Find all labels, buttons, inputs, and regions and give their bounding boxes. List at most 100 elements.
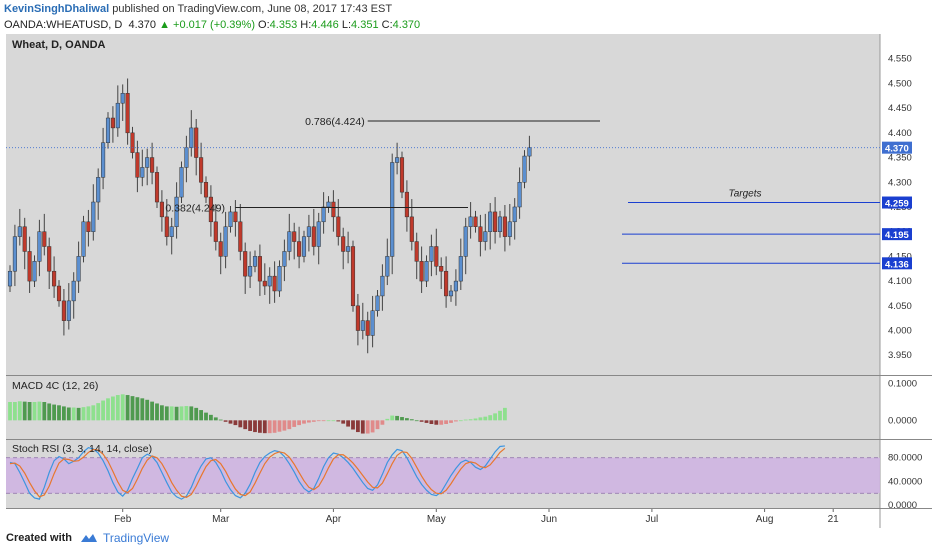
macd-bar — [160, 405, 164, 421]
macd-bar — [400, 417, 404, 421]
last-price: 4.370 — [128, 19, 157, 31]
candle — [47, 246, 52, 272]
candle — [140, 167, 145, 178]
candle — [120, 93, 125, 104]
macd-bar — [282, 420, 287, 431]
macd-bar — [228, 420, 233, 424]
candle — [66, 300, 71, 321]
macd-bar — [71, 407, 76, 421]
macd-bar — [302, 420, 306, 424]
candle — [507, 221, 512, 237]
candle — [321, 206, 326, 223]
macd-tick-label: 0.1000 — [888, 379, 917, 390]
macd-bar — [111, 396, 115, 421]
macd-bar — [253, 420, 257, 433]
candle — [282, 251, 287, 267]
macd-bar — [488, 415, 493, 421]
macd-bar — [32, 402, 37, 421]
macd-bar — [463, 419, 468, 421]
macd-bar — [478, 417, 483, 421]
price-tick-label: 4.050 — [888, 301, 912, 312]
candle — [56, 285, 62, 302]
candle — [488, 211, 493, 232]
candle — [360, 320, 365, 331]
macd-bar — [13, 402, 17, 421]
candle — [154, 172, 160, 203]
stoch-series-k — [9, 445, 505, 500]
macd-bar — [125, 395, 130, 421]
target-tag-label: 4.136 — [885, 259, 909, 270]
candle — [194, 127, 199, 158]
up-arrow-icon: ▲ — [159, 19, 170, 31]
macd-bar — [277, 420, 282, 432]
candle — [395, 157, 400, 163]
candle — [390, 162, 395, 257]
candle — [522, 155, 527, 183]
candle — [385, 256, 390, 277]
macd-bar — [419, 420, 424, 422]
macd-bar — [238, 420, 243, 428]
candle — [365, 320, 370, 336]
candle — [277, 266, 282, 292]
candle — [355, 305, 360, 331]
candle — [497, 216, 503, 232]
candle — [473, 216, 478, 227]
macd-bar — [316, 420, 321, 422]
candle — [22, 226, 27, 252]
macd-bar — [395, 415, 399, 421]
macd-bar — [370, 420, 375, 433]
candle — [311, 226, 316, 247]
candle — [350, 246, 356, 307]
candle — [346, 246, 351, 252]
macd-bar — [429, 420, 434, 424]
candle — [380, 275, 385, 297]
low-label: L: — [341, 19, 352, 31]
candle — [233, 211, 238, 223]
candle — [203, 182, 209, 198]
candle — [439, 266, 444, 272]
candle — [404, 191, 409, 218]
macd-bar — [204, 412, 208, 421]
macd-bar — [96, 403, 101, 421]
price-tick-label: 4.500 — [888, 78, 912, 89]
change-value: +0.017 (+0.39%) — [173, 19, 255, 31]
author-link[interactable]: KevinSinghDhaliwal — [4, 3, 110, 15]
candle — [493, 211, 498, 232]
price-tick-label: 4.550 — [888, 54, 912, 65]
macd-bar — [380, 420, 385, 425]
macd-bar — [292, 420, 297, 427]
macd-bar — [194, 407, 199, 421]
footer: Created with TradingView — [0, 528, 932, 550]
x-tick-label: Apr — [326, 514, 342, 525]
x-tick-label: Aug — [756, 514, 774, 525]
macd-bar — [483, 416, 488, 421]
candle — [81, 221, 86, 257]
candle — [218, 241, 223, 257]
macd-bar — [360, 420, 365, 434]
candle — [42, 231, 47, 247]
tradingview-brand[interactable]: TradingView — [80, 531, 169, 545]
macd-bar — [439, 420, 444, 425]
macd-bar — [66, 407, 71, 421]
candle — [512, 206, 517, 223]
tradingview-label: TradingView — [103, 531, 170, 545]
macd-bar — [307, 420, 311, 423]
macd-bar — [434, 420, 439, 425]
macd-bar — [42, 402, 47, 421]
macd-bar — [243, 420, 248, 430]
price-tick-label: 4.150 — [888, 251, 912, 262]
price-tick-label: 3.950 — [888, 350, 912, 361]
stoch-series-d — [9, 447, 506, 498]
candle — [238, 221, 243, 252]
open-label: O: — [258, 19, 270, 31]
chart-canvas[interactable]: 4.5504.5004.4504.4004.3504.3004.2504.200… — [0, 34, 932, 528]
candle — [61, 300, 66, 321]
price-tick-label: 4.450 — [888, 103, 912, 114]
candle — [272, 275, 277, 292]
macd-pane-title: MACD 4C (12, 26) — [12, 380, 98, 392]
macd-bar — [449, 420, 453, 423]
candle — [375, 295, 380, 312]
candle — [463, 226, 468, 257]
macd-bar — [346, 420, 350, 427]
macd-bar — [106, 398, 110, 421]
